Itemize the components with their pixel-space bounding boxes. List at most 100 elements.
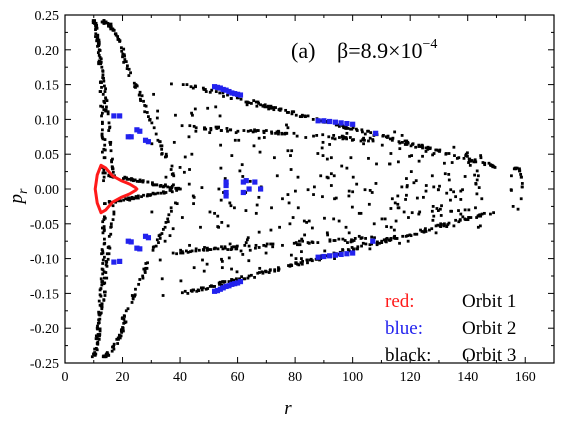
orbit-3-point (214, 125, 218, 129)
orbit-3-point (104, 109, 107, 113)
orbit-3-point (325, 231, 329, 235)
orbit-3-point (193, 107, 197, 111)
orbit-3-point (440, 204, 443, 208)
orbit-3-point (403, 139, 407, 143)
orbit-3-point (109, 25, 113, 29)
orbit-3-point (103, 143, 107, 147)
orbit-3-point (190, 249, 194, 253)
orbit-3-point (449, 198, 452, 202)
orbit-3-point (168, 186, 172, 190)
orbit-3-point (111, 204, 115, 208)
orbit-3-point (300, 250, 303, 254)
y-tick-label: 0.00 (35, 183, 60, 198)
orbit-3-point (131, 296, 135, 299)
orbit-3-point (367, 156, 370, 160)
orbit-3-point (271, 245, 275, 249)
orbit-3-point (364, 242, 368, 246)
orbit-3-point (257, 246, 261, 249)
orbit-3-point (101, 76, 105, 80)
orbit-3-point (414, 179, 418, 183)
orbit-3-point (218, 282, 222, 286)
orbit-3-point (130, 294, 134, 297)
orbit-2-point (344, 120, 350, 127)
orbit-3-point (203, 246, 206, 249)
orbit-3-point (345, 131, 349, 135)
orbit-2-point (237, 278, 244, 285)
orbit-3-point (106, 110, 110, 114)
orbit-3-point (394, 219, 398, 223)
orbit-3-point (466, 218, 470, 222)
orbit-3-point (430, 227, 434, 231)
orbit-3-point (121, 177, 125, 180)
orbit-3-point (417, 143, 421, 147)
orbit-3-point (138, 97, 142, 101)
orbit-3-point (384, 135, 388, 139)
orbit-3-point (436, 209, 440, 212)
orbit-3-point (459, 189, 463, 193)
orbit-3-point (386, 134, 390, 138)
orbit-3-point (301, 259, 304, 263)
orbit-3-point (364, 237, 367, 240)
orbit-2-point (223, 283, 229, 290)
x-tick-label: 80 (288, 370, 302, 385)
orbit-3-point (312, 134, 315, 138)
orbit-3-point (438, 207, 442, 211)
orbit-3-point (239, 97, 243, 101)
orbit-3-point (118, 336, 122, 340)
orbit-3-point (174, 201, 177, 205)
orbit-3-point (375, 162, 378, 166)
orbit-3-point (101, 92, 105, 96)
orbit-3-point (401, 140, 404, 144)
orbit-3-point (345, 166, 349, 170)
orbit-3-point (256, 271, 260, 275)
orbit-3-point (164, 175, 168, 179)
orbit-3-point (474, 182, 478, 185)
orbit-3-point (297, 243, 301, 247)
orbit-3-point (169, 206, 173, 210)
orbit-3-point (481, 161, 485, 164)
orbit-3-point (158, 258, 162, 262)
orbit-2-point (217, 286, 223, 292)
orbit-3-point (447, 172, 451, 176)
orbit-3-point (124, 320, 127, 324)
orbit-3-point (227, 280, 231, 283)
orbit-2-point (332, 119, 338, 125)
orbit-3-point (103, 290, 107, 294)
orbit-3-point (107, 129, 111, 132)
orbit-3-point (351, 126, 355, 130)
orbit-3-point (174, 186, 178, 190)
orbit-3-point (112, 210, 116, 214)
orbit-3-point (143, 110, 147, 114)
orbit-3-point (208, 210, 212, 214)
orbit-3-point (103, 294, 107, 297)
orbit-3-point (219, 166, 223, 170)
orbit-3-point (258, 266, 262, 270)
orbit-3-point (349, 127, 353, 131)
orbit-3-point (461, 188, 464, 192)
orbit-3-point (439, 214, 443, 217)
orbit-3-point (172, 174, 176, 178)
orbit-3-point (97, 337, 101, 341)
orbit-3-point (130, 301, 134, 304)
orbit-3-point (432, 152, 436, 155)
orbit-3-point (311, 118, 315, 121)
orbit-3-point (277, 129, 280, 133)
orbit-3-point (245, 100, 249, 104)
orbit-3-point (287, 264, 290, 267)
orbit-3-point (122, 317, 126, 321)
orbit-3-point (107, 121, 111, 125)
orbit-3-point (449, 209, 453, 213)
orbit-3-point (165, 154, 168, 158)
orbit-3-point (462, 156, 466, 160)
orbit-3-point (269, 104, 273, 108)
orbit-3-point (346, 127, 350, 130)
orbit-3-point (104, 353, 108, 357)
orbit-3-point (118, 39, 122, 43)
orbit-3-point (253, 275, 256, 279)
orbit-3-point (220, 221, 224, 224)
orbit-3-point (461, 215, 465, 219)
orbit-3-point (103, 237, 106, 241)
orbit-3-point (426, 145, 430, 149)
orbit-3-point (101, 251, 105, 255)
orbit-3-point (264, 270, 268, 274)
